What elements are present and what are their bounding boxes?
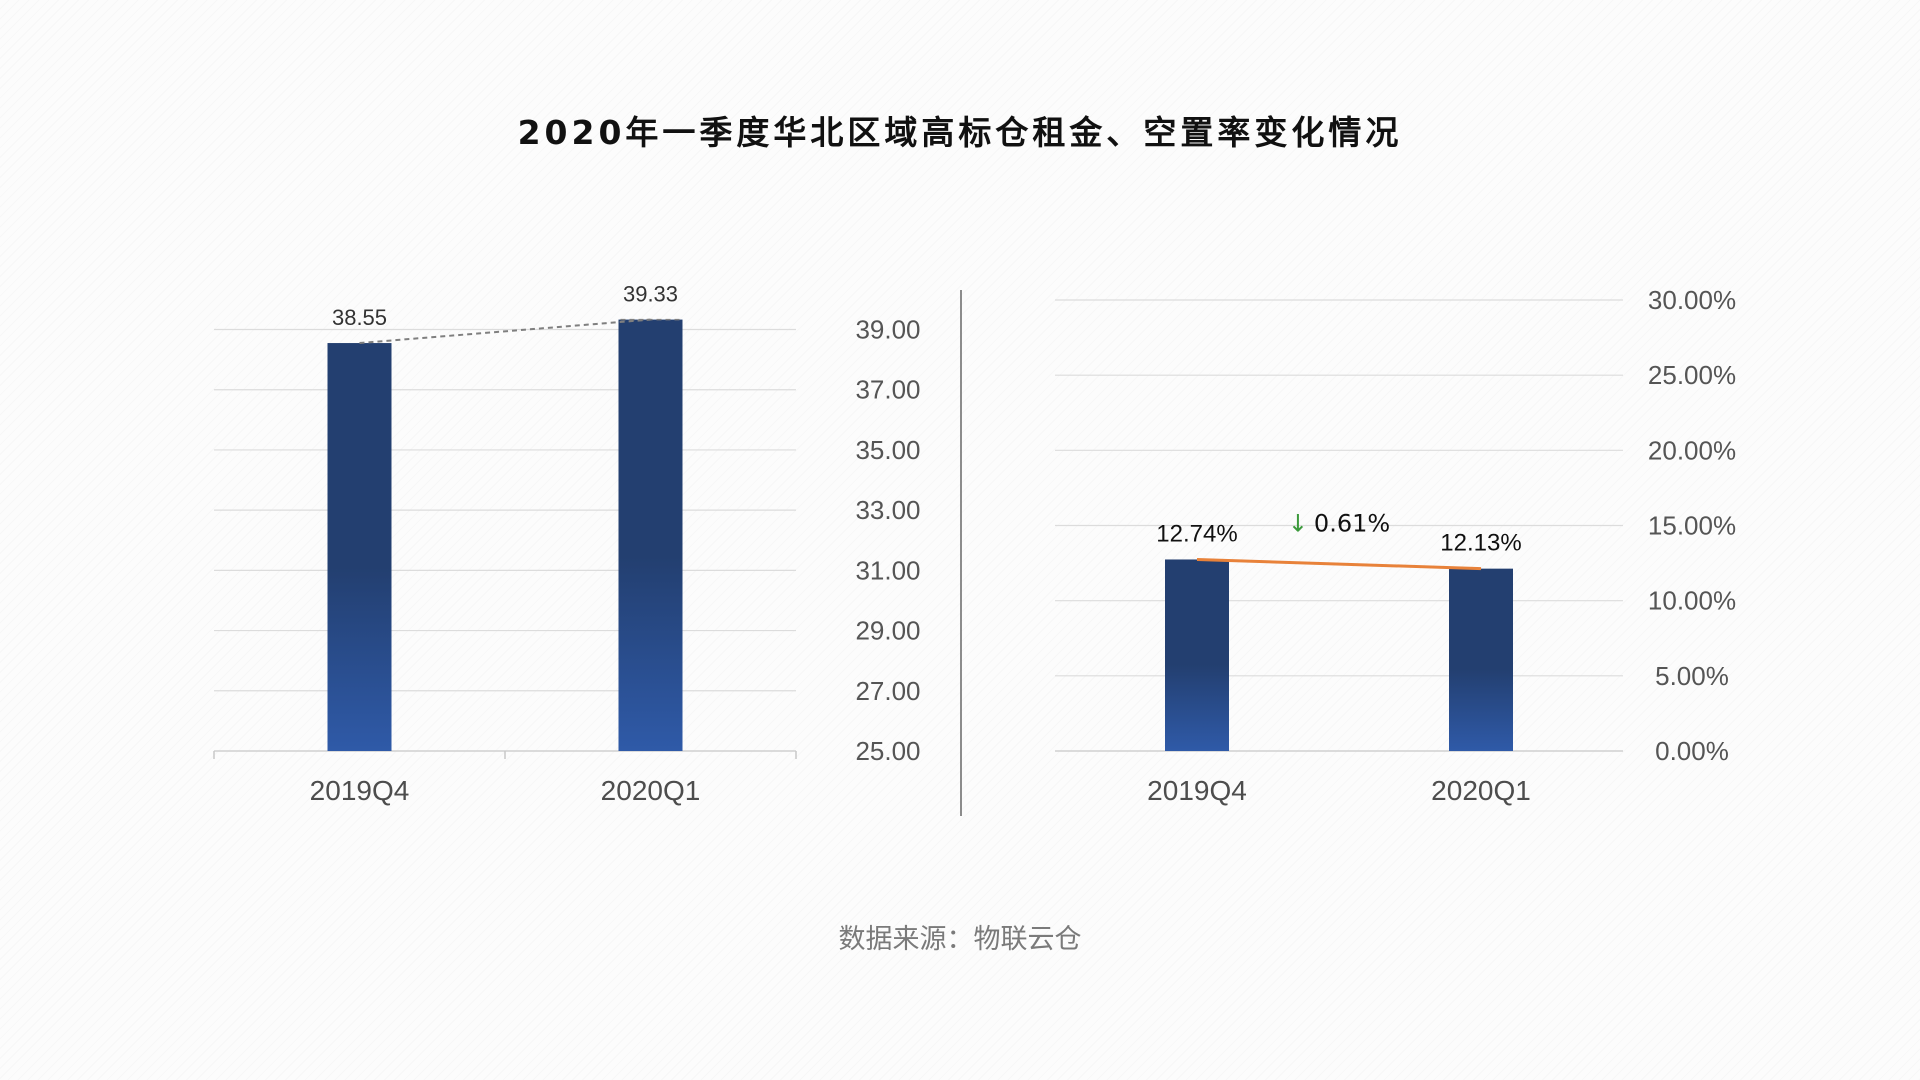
y-tick-label: 33.00 (855, 495, 920, 525)
bar-2020Q1 (618, 319, 683, 751)
y-tick-label: 29.00 (855, 616, 920, 646)
y-tick-label: 31.00 (855, 555, 920, 585)
chart-divider (960, 290, 962, 816)
y-tick-label: 37.00 (855, 375, 920, 405)
y-tick-label: 25.00 (855, 736, 920, 766)
change-value: 0.61% (1314, 509, 1390, 537)
y-tick-label: 0.00% (1655, 736, 1729, 766)
data-label: 12.74% (1156, 520, 1237, 547)
y-tick-label: 5.00% (1655, 661, 1729, 691)
data-source: 数据来源：物联云仓 (838, 924, 1082, 955)
data-label: 39.33 (623, 282, 678, 307)
y-tick-label: 27.00 (855, 676, 920, 706)
down-arrow-icon: ↓ (1288, 509, 1308, 537)
x-tick-label: 2020Q1 (1431, 775, 1531, 806)
y-tick-label: 20.00% (1648, 435, 1736, 465)
y-tick-label: 39.00 (855, 315, 920, 345)
change-annotation: ↓ 0.61% (1288, 509, 1390, 537)
y-tick-label: 35.00 (855, 435, 920, 465)
vacancy-chart: 0.00% 5.00% 10.00% 15.00% 20.00% 25.00% 30.00%… (1055, 285, 1736, 806)
trend-line (1196, 557, 1482, 571)
x-tick-label: 2020Q1 (601, 775, 701, 806)
bar-2020Q1 (1449, 568, 1513, 751)
data-label: 38.55 (332, 305, 387, 330)
x-tick-label: 2019Q4 (310, 775, 410, 806)
y-tick-label: 25.00% (1648, 360, 1736, 390)
page-title: 2020年一季度华北区域高标仓租金、空置率变化情况 (517, 113, 1403, 152)
y-tick-label: 30.00% (1648, 285, 1736, 315)
x-tick-label: 2019Q4 (1147, 775, 1247, 806)
y-tick-label: 10.00% (1648, 586, 1736, 616)
data-label: 12.13% (1440, 530, 1521, 557)
trend-line (359, 318, 651, 345)
bar-2019Q4 (327, 343, 392, 751)
y-tick-label: 15.00% (1648, 511, 1736, 541)
bar-2019Q4 (1165, 559, 1229, 751)
rent-chart: 25.00 27.00 29.00 31.00 33.00 35.00 37.00 39.00… (213, 282, 921, 806)
